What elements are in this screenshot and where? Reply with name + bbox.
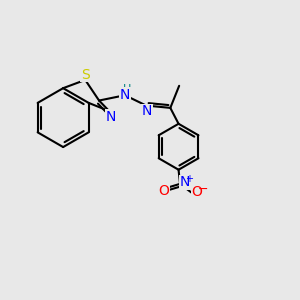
Text: N: N xyxy=(120,88,130,102)
Text: N: N xyxy=(142,104,152,118)
Text: +: + xyxy=(185,174,194,184)
Text: H: H xyxy=(123,84,131,94)
Text: O: O xyxy=(191,185,202,199)
Text: N: N xyxy=(179,176,190,189)
Text: N: N xyxy=(106,110,116,124)
Text: O: O xyxy=(158,184,169,198)
Text: S: S xyxy=(81,68,90,82)
Text: −: − xyxy=(197,183,208,196)
